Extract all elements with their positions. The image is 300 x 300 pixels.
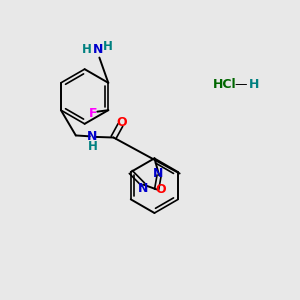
Text: N: N: [137, 182, 148, 196]
Text: H: H: [249, 78, 259, 91]
Text: N: N: [152, 167, 163, 180]
Text: HCl: HCl: [212, 78, 236, 91]
Text: O: O: [156, 183, 167, 196]
Text: H: H: [103, 40, 112, 53]
Text: H: H: [82, 43, 92, 56]
Text: O: O: [116, 116, 127, 129]
Text: F: F: [88, 106, 97, 120]
Text: —: —: [234, 78, 247, 91]
Text: H: H: [88, 140, 98, 153]
Text: N: N: [87, 130, 97, 143]
Text: N: N: [93, 43, 103, 56]
